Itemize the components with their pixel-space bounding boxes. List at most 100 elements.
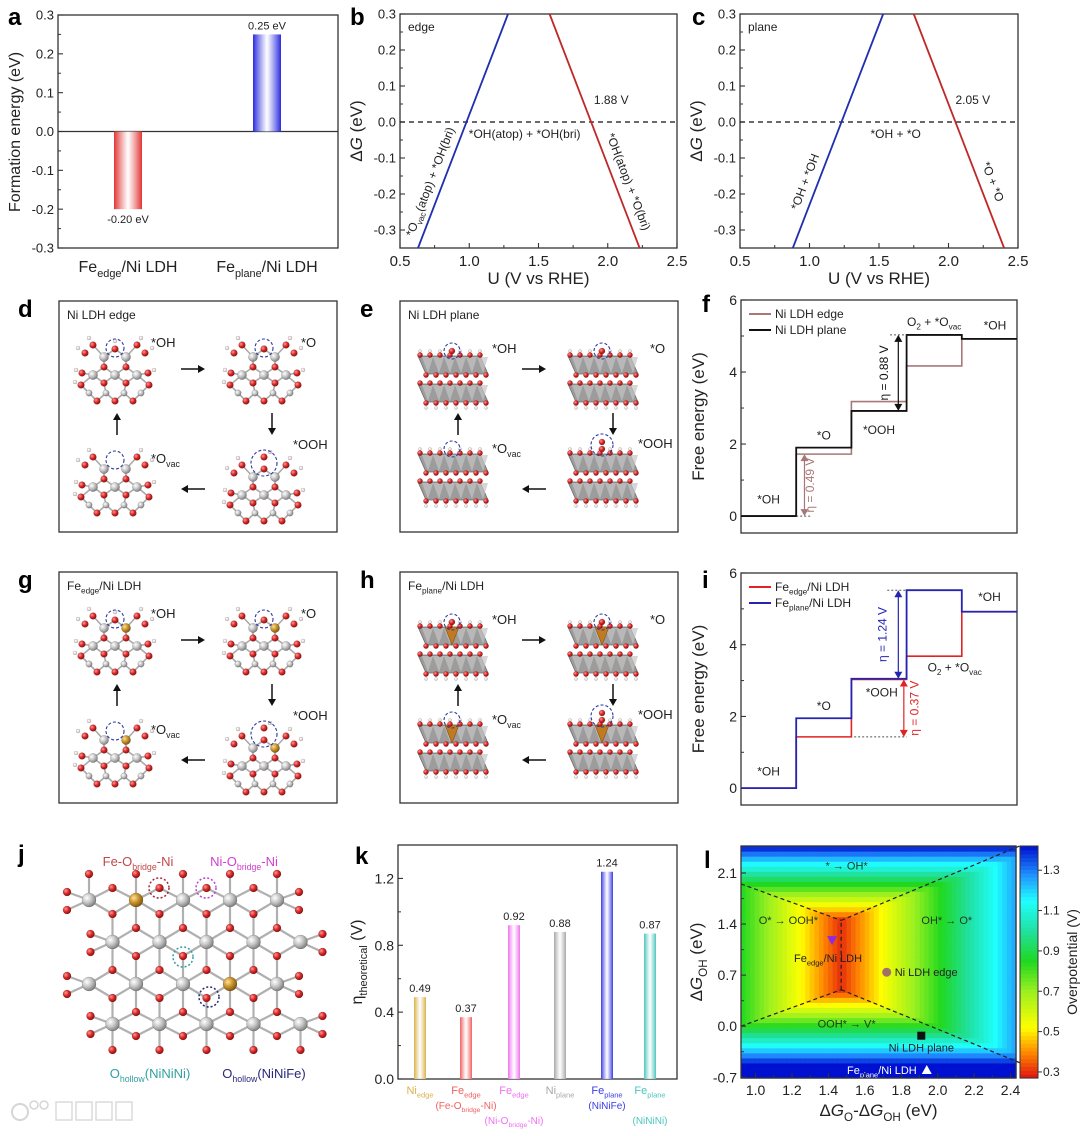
heatmap-cell	[777, 1022, 783, 1029]
o-atom	[593, 470, 599, 476]
heatmap-cell	[919, 856, 925, 862]
heatmap-cell	[997, 856, 1003, 862]
heatmap-cell	[864, 962, 870, 968]
o-atom	[567, 651, 573, 657]
heatmap-cell	[887, 1007, 893, 1014]
heatmap-cell	[919, 936, 925, 943]
heatmap-cell	[809, 1072, 815, 1079]
heatmap-cell	[915, 1047, 921, 1054]
heatmap-cell	[832, 1067, 838, 1074]
heatmap-cell	[933, 1047, 939, 1054]
o-atom	[473, 400, 479, 406]
heatmap-cell	[938, 962, 944, 968]
step-label: *OOH	[866, 686, 898, 700]
atomic-structure-plane	[417, 440, 489, 508]
o-atom	[567, 478, 573, 484]
panel-e-reaction-cycle: Ni LDH plane*OH *O*OOH*Ovac	[399, 300, 679, 533]
o-atom	[477, 623, 483, 629]
o-atom	[100, 475, 108, 483]
heatmap-cell	[915, 891, 921, 898]
heatmap-cell	[947, 997, 953, 1003]
heatmap-cell	[759, 851, 765, 857]
heatmap-cell	[809, 982, 815, 988]
h-atom	[424, 775, 428, 779]
bar-value-label: 0.49	[409, 983, 430, 995]
heatmap-cell	[869, 962, 875, 968]
heatmap-cell	[860, 992, 866, 998]
state-label: *OH	[492, 341, 517, 356]
heatmap-cell	[745, 876, 751, 882]
heatmap-cell	[869, 951, 875, 958]
heatmap-cell	[828, 1042, 834, 1049]
plot-frame	[740, 572, 1018, 806]
heatmap-cell	[828, 886, 834, 892]
o-atom	[607, 749, 613, 755]
h-atom	[464, 677, 468, 681]
heatmap-cell	[759, 1042, 765, 1049]
o-atom	[633, 671, 639, 677]
o-atom	[583, 643, 589, 649]
adsorption-site-dashed-circle	[254, 338, 274, 358]
heatmap-cell	[800, 972, 806, 978]
heatmap-cell	[979, 911, 985, 918]
heatmap-cell	[782, 1027, 788, 1034]
heatmap-cell	[828, 931, 834, 938]
heatmap-cell	[791, 926, 797, 933]
h-atom	[484, 406, 488, 410]
heatmap-cell	[782, 987, 788, 993]
heatmap-cell	[837, 1072, 843, 1079]
heatmap-cell	[919, 972, 925, 978]
o-atom	[133, 453, 141, 461]
heatmap-cell	[974, 846, 980, 852]
h-atom	[594, 504, 598, 508]
heatmap-cell	[814, 992, 820, 998]
heatmap-cell	[1011, 1032, 1017, 1039]
heatmap-cell	[841, 951, 848, 958]
colorbar-segment	[1020, 900, 1038, 905]
heatmap-cell	[860, 1057, 866, 1064]
heatmap-cell	[1002, 1017, 1008, 1024]
heatmap-cell	[988, 861, 994, 867]
heatmap-cell	[745, 1012, 751, 1019]
h-atom	[594, 406, 598, 410]
heatmap-cell	[763, 851, 770, 857]
heatmap-cell	[796, 1062, 802, 1069]
heatmap-cell	[928, 1027, 935, 1034]
heatmap-cell	[997, 1072, 1003, 1079]
heatmap-cell	[896, 967, 903, 973]
heatmap-cell	[965, 886, 971, 892]
ni-atom	[199, 934, 214, 950]
heatmap-cell	[956, 921, 962, 928]
heatmap-cell	[814, 931, 820, 938]
heatmap-cell	[759, 1057, 765, 1064]
heatmap-cell	[951, 926, 958, 933]
octahedron-face	[422, 628, 433, 644]
heatmap-cell	[791, 916, 797, 923]
heatmap-cell	[1011, 941, 1017, 948]
arrowhead-left	[522, 756, 529, 764]
heatmap-cell	[745, 916, 751, 923]
heatmap-cell	[741, 1027, 747, 1034]
x-category-label: Niplane	[546, 1085, 575, 1099]
heatmap-cell	[832, 1007, 838, 1014]
heatmap-cell	[745, 931, 751, 938]
heatmap-cell	[993, 1047, 999, 1054]
heatmap-cell	[1006, 941, 1013, 948]
overpotential-label: η = 0.49 V	[803, 458, 817, 513]
h-atom	[604, 406, 608, 410]
heatmap-cell	[773, 916, 779, 923]
heatmap-cell	[805, 856, 811, 862]
site-label: Ohollow(NiNiNi)	[110, 1066, 191, 1084]
heatmap-cell	[1002, 997, 1008, 1003]
o-atom	[227, 489, 235, 497]
heatmap-cell	[1006, 1017, 1013, 1024]
heatmap-cell	[786, 992, 793, 998]
octahedron-face	[583, 754, 594, 770]
heatmap-cell	[828, 911, 834, 918]
heatmap-cell	[823, 1062, 829, 1069]
heatmap-cell	[1002, 851, 1008, 857]
heatmap-cell	[915, 972, 921, 978]
heatmap-cell	[910, 881, 916, 887]
heatmap-cell	[1006, 1032, 1013, 1039]
heatmap-cell	[805, 881, 811, 887]
